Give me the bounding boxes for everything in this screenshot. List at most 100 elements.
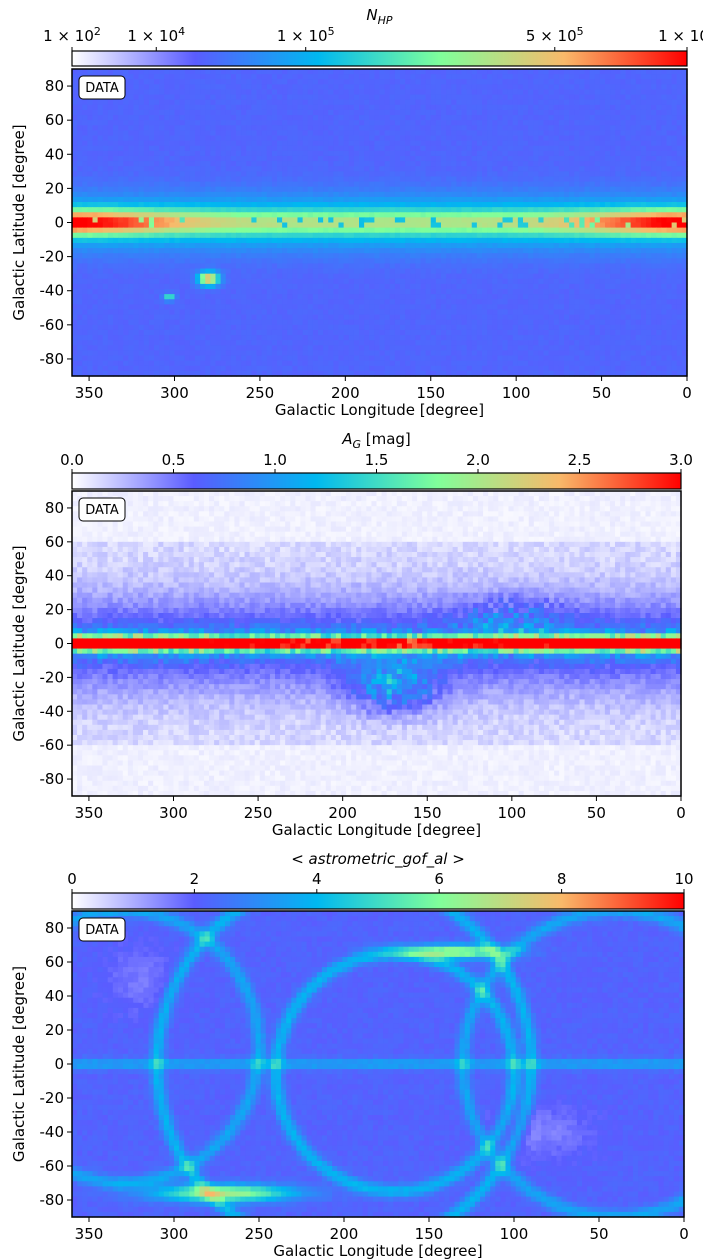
heatmap-cell xyxy=(579,222,586,229)
heatmap-cell xyxy=(482,130,488,137)
heatmap-cell xyxy=(348,120,355,126)
heatmap-cell xyxy=(615,181,621,188)
heatmap-cell xyxy=(487,253,493,259)
heatmap-cell xyxy=(148,191,155,198)
heatmap-cell xyxy=(82,166,88,172)
heatmap-cell xyxy=(256,135,263,142)
heatmap-cell xyxy=(502,196,509,203)
heatmap-cell xyxy=(189,115,196,121)
heatmap-cell xyxy=(456,99,463,106)
heatmap-cell xyxy=(107,181,114,188)
heatmap-cell xyxy=(220,242,227,249)
heatmap-cell xyxy=(605,217,611,224)
heatmap-cell xyxy=(512,79,519,85)
heatmap-cell xyxy=(410,79,416,85)
heatmap-cell xyxy=(102,104,109,111)
heatmap-cell xyxy=(569,125,575,131)
heatmap-cell xyxy=(615,150,621,157)
heatmap-cell xyxy=(543,186,550,193)
heatmap-cell xyxy=(379,145,386,152)
heatmap-cell xyxy=(666,222,673,229)
heatmap-cell xyxy=(292,130,299,137)
heatmap-cell xyxy=(558,150,565,157)
heatmap-cell xyxy=(179,94,186,101)
heatmap-cell xyxy=(574,69,580,75)
heatmap-cell xyxy=(312,263,319,270)
heatmap-cell xyxy=(123,248,129,254)
heatmap-cell xyxy=(487,74,493,80)
heatmap-cell xyxy=(517,253,524,259)
heatmap-cell xyxy=(374,248,381,254)
heatmap-cell xyxy=(594,135,601,142)
heatmap-cell xyxy=(77,171,83,178)
heatmap-cell xyxy=(420,176,427,183)
heatmap-cell xyxy=(174,145,181,152)
heatmap-cell xyxy=(277,140,283,147)
heatmap-cell xyxy=(312,253,319,259)
heatmap-cell xyxy=(323,181,329,188)
heatmap-cell xyxy=(174,273,181,280)
heatmap-cell xyxy=(353,196,360,203)
heatmap-cell xyxy=(605,186,611,193)
heatmap-cell xyxy=(594,232,601,239)
heatmap-cell xyxy=(154,120,160,126)
heatmap-cell xyxy=(482,263,488,270)
heatmap-cell xyxy=(333,176,340,183)
heatmap-cell xyxy=(164,150,170,157)
heatmap-cell xyxy=(389,79,396,85)
heatmap-cell xyxy=(533,166,539,172)
heatmap-cell xyxy=(676,242,683,249)
heatmap-cell xyxy=(82,248,88,254)
heatmap-cell xyxy=(517,135,524,142)
heatmap-cell xyxy=(676,186,683,193)
heatmap-cell xyxy=(128,84,135,91)
heatmap-cell xyxy=(517,242,524,249)
heatmap-cell xyxy=(681,191,688,198)
heatmap-cell xyxy=(225,125,232,131)
heatmap-cell xyxy=(456,176,463,183)
heatmap-cell xyxy=(569,79,575,85)
heatmap-cell xyxy=(430,161,437,167)
heatmap-cell xyxy=(605,109,611,116)
heatmap-cell xyxy=(594,202,601,208)
heatmap-cell xyxy=(261,166,268,172)
heatmap-cell xyxy=(656,155,662,162)
heatmap-cell xyxy=(220,186,227,193)
heatmap-cell xyxy=(92,217,99,224)
heatmap-cell xyxy=(615,263,621,270)
heatmap-cell xyxy=(569,227,575,234)
heatmap-cell xyxy=(517,120,524,126)
heatmap-cell xyxy=(374,130,381,137)
heatmap-cell xyxy=(384,94,391,101)
heatmap-cell xyxy=(256,130,263,137)
heatmap-cell xyxy=(389,237,396,244)
heatmap-cell xyxy=(630,171,637,178)
heatmap-cell xyxy=(538,171,545,178)
heatmap-cell xyxy=(640,69,647,75)
heatmap-cell xyxy=(292,161,299,167)
heatmap-cell xyxy=(256,94,263,101)
heatmap-cell xyxy=(323,89,329,96)
heatmap-cell xyxy=(610,273,616,280)
heatmap-cell xyxy=(338,171,345,178)
heatmap-cell xyxy=(312,140,319,147)
heatmap-cell xyxy=(528,258,534,265)
heatmap-cell xyxy=(179,217,186,224)
heatmap-cell xyxy=(123,237,129,244)
heatmap-cell xyxy=(605,74,611,80)
heatmap-cell xyxy=(113,273,119,280)
heatmap-cell xyxy=(77,135,83,142)
heatmap-cell xyxy=(348,166,355,172)
heatmap-cell xyxy=(241,253,247,259)
heatmap-cell xyxy=(348,181,355,188)
heatmap-cell xyxy=(169,104,176,111)
heatmap-cell xyxy=(584,273,591,280)
heatmap-cell xyxy=(287,120,293,126)
heatmap-cell xyxy=(615,145,621,152)
heatmap-cell xyxy=(307,268,314,275)
heatmap-cell xyxy=(297,150,304,157)
heatmap-cell xyxy=(154,94,160,101)
heatmap-cell xyxy=(205,115,211,121)
heatmap-cell xyxy=(312,258,319,265)
heatmap-cell xyxy=(430,181,437,188)
